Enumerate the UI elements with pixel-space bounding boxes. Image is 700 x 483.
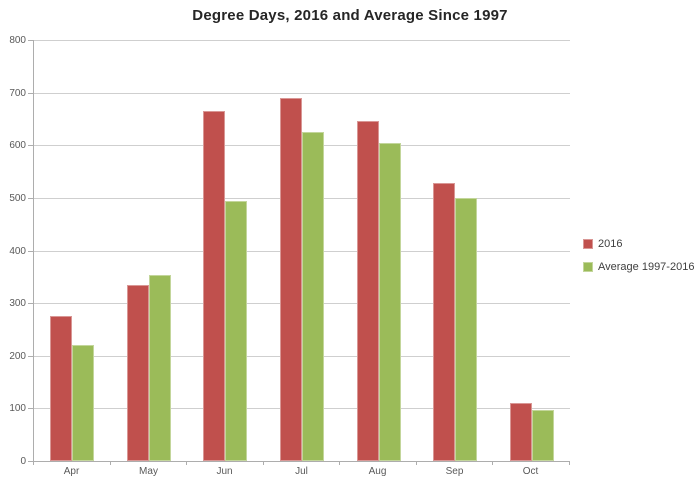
legend-item-2016: 2016 [583,238,694,250]
x-axis-tick [110,461,111,465]
legend-item-average-1997-2016: Average 1997-2016 [583,261,694,273]
y-axis-label-100: 100 [9,403,26,414]
x-axis-tick [33,461,34,465]
y-axis-label-400: 400 [9,246,26,257]
bar-average-1997-2016-sep [455,198,477,461]
bar-average-1997-2016-aug [379,143,401,461]
y-axis-label-500: 500 [9,193,26,204]
legend-label-2016: 2016 [598,238,623,250]
x-axis-tick [569,461,570,465]
bar-average-1997-2016-jun [225,201,247,461]
x-axis-tick [416,461,417,465]
x-axis-label-jul: Jul [295,466,308,477]
y-axis-tick [28,303,33,304]
y-axis-tick [28,198,33,199]
plot-area [33,40,570,462]
bar-average-1997-2016-apr [72,345,94,461]
y-axis-tick [28,93,33,94]
x-axis-label-may: May [139,466,158,477]
y-axis-label-800: 800 [9,35,26,46]
y-axis-tick [28,356,33,357]
y-axis-tick [28,408,33,409]
x-axis-label-oct: Oct [522,466,539,477]
x-axis-label-apr: Apr [63,466,80,477]
x-axis-label-jun: Jun [216,466,233,477]
bar-2016-sep [433,183,455,461]
chart-title: Degree Days, 2016 and Average Since 1997 [192,7,508,24]
x-axis-label-aug: Aug [368,466,387,477]
legend-label-average-1997-2016: Average 1997-2016 [598,261,695,273]
y-axis-tick [28,145,33,146]
gridline-800 [34,40,570,41]
bar-2016-jun [203,111,225,461]
y-axis-label-200: 200 [9,351,26,362]
gridline-700 [34,93,570,94]
bar-2016-apr [50,316,72,461]
x-axis-tick [186,461,187,465]
y-axis-tick [28,40,33,41]
y-axis-label-700: 700 [9,88,26,99]
x-axis-tick [492,461,493,465]
legend-marker-icon [583,262,593,272]
bar-2016-aug [357,121,379,461]
x-axis-tick [339,461,340,465]
bar-2016-may [127,285,149,461]
bar-average-1997-2016-may [149,275,171,461]
legend: 2016 Average 1997-2016 [583,238,694,273]
y-axis-label-300: 300 [9,298,26,309]
x-axis-label-sep: Sep [445,466,464,477]
bar-2016-jul [280,98,302,461]
y-axis-tick [28,251,33,252]
legend-marker-icon [583,239,593,249]
bar-2016-oct [510,403,532,461]
y-axis-tick [28,461,33,462]
y-axis-label-0: 0 [20,456,26,467]
bar-average-1997-2016-jul [302,132,324,461]
x-axis-tick [263,461,264,465]
bar-average-1997-2016-oct [532,410,554,461]
y-axis-label-600: 600 [9,140,26,151]
